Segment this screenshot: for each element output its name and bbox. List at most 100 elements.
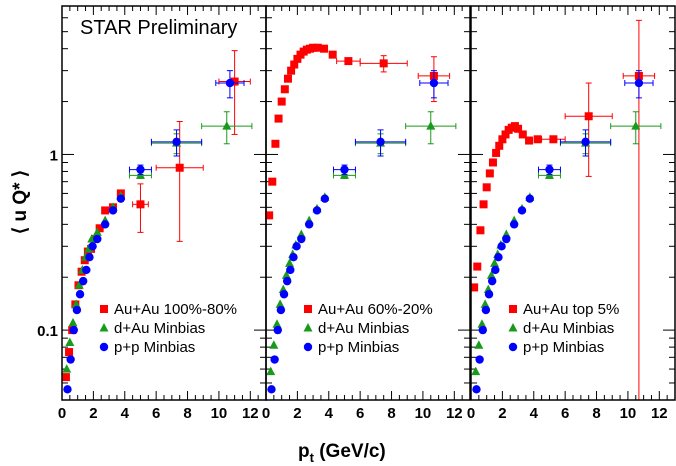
data-point-circle <box>304 220 314 229</box>
data-point-square <box>479 200 488 209</box>
legend-marker-circle <box>99 342 109 352</box>
data-point-triangle <box>269 340 279 349</box>
data-point-circle <box>100 220 110 229</box>
legend-label: d+Au Minbias <box>318 320 409 337</box>
data-point-square <box>549 135 558 144</box>
data-point-circle <box>491 265 500 275</box>
x-tick-label: 8 <box>387 405 395 422</box>
y-axis-label-group: ⟨ u Q* ⟩ <box>10 170 31 234</box>
data-point-triangle <box>275 299 285 308</box>
preliminary-label: STAR Preliminary <box>80 17 237 39</box>
data-point-circle <box>509 220 519 229</box>
data-point-circle <box>267 385 276 394</box>
data-point-circle <box>276 305 286 315</box>
x-tick-label: 0 <box>467 405 475 422</box>
legend: Au+Au 60%-20% d+Au Minbias p+p Minbias <box>303 301 433 356</box>
data-point-triangle <box>477 319 487 328</box>
data-point-square <box>290 60 299 69</box>
x-axis-label-sub: t <box>310 450 315 465</box>
data-point-square <box>473 262 482 271</box>
x-tick-label: 12 <box>446 405 463 422</box>
data-point-square <box>379 59 388 68</box>
data-point-square <box>328 50 337 59</box>
legend-marker-square <box>100 305 108 313</box>
panel-2: 0 2 4 6 8 10 12 Au+Au 60%-20% d+Au Minbias p+p Mi… <box>262 5 471 422</box>
x-tick-label: 0 <box>262 405 270 422</box>
data-point-triangle <box>480 299 490 308</box>
x-tick-label: 2 <box>498 405 506 422</box>
data-point-triangle <box>426 121 436 130</box>
data-point-triangle <box>74 280 84 289</box>
data-point-triangle <box>65 337 75 346</box>
data-point-square <box>525 136 534 145</box>
data-point-triangle <box>490 258 500 267</box>
legend-label: p+p Minbias <box>523 339 604 356</box>
data-point-square <box>136 200 145 209</box>
data-point-circle <box>484 290 494 299</box>
data-point-circle <box>478 325 487 335</box>
data-point-circle <box>525 194 535 203</box>
data-point-circle <box>72 305 82 315</box>
data-point-square <box>65 348 74 357</box>
data-point-triangle <box>281 270 291 279</box>
data-point-triangle <box>68 317 78 327</box>
data-point-square <box>476 226 485 235</box>
data-point-circle <box>502 234 511 244</box>
panel-frame <box>265 5 471 401</box>
data-point-circle <box>497 242 506 251</box>
data-point-circle <box>279 290 289 299</box>
data-point-square <box>518 130 527 139</box>
x-tick-label: 6 <box>152 405 160 422</box>
data-point-circle <box>78 276 88 286</box>
x-tick-label: 12 <box>242 405 259 422</box>
data-point-circle <box>494 253 503 262</box>
series-auau <box>265 43 451 220</box>
data-point-circle <box>320 194 330 203</box>
data-point-square <box>533 135 542 144</box>
legend: Au+Au 100%-80% d+Au Minbias p+p Minbias <box>99 301 237 356</box>
data-point-circle <box>481 305 491 315</box>
panel-3: 0 2 4 6 8 10 12 Au+Au top 5% d+Au Minbias p+p Min… <box>467 5 676 422</box>
data-point-circle <box>63 385 72 394</box>
data-point-circle <box>487 276 497 286</box>
data-point-triangle <box>62 364 72 373</box>
data-point-triangle <box>84 243 94 253</box>
legend-marker-triangle <box>508 323 518 332</box>
legend: Au+Au top 5% d+Au Minbias p+p Minbias <box>508 301 619 356</box>
data-point-circle <box>286 265 295 275</box>
data-point-triangle <box>631 121 641 130</box>
data-point-square <box>274 114 283 123</box>
data-point-square <box>320 44 329 53</box>
data-point-square <box>175 163 184 172</box>
data-point-circle <box>581 137 590 147</box>
data-point-circle <box>270 355 279 364</box>
data-point-circle <box>273 325 282 335</box>
legend-label: p+p Minbias <box>318 339 399 356</box>
y-axis-label: ⟨ u Q* ⟩ <box>10 170 31 234</box>
x-tick-label: 2 <box>293 405 301 422</box>
x-tick-label: 12 <box>651 405 668 422</box>
data-point-circle <box>292 242 301 251</box>
x-tick-label: 0 <box>58 405 66 422</box>
x-tick-label: 10 <box>415 405 432 422</box>
data-point-circle <box>225 78 235 88</box>
data-point-square <box>482 183 491 192</box>
x-axis-label-main: p <box>298 441 310 462</box>
x-tick-label: 4 <box>530 405 539 422</box>
legend-label: d+Au Minbias <box>114 320 205 337</box>
data-point-circle <box>116 194 126 203</box>
data-point-square <box>101 206 110 215</box>
data-point-circle <box>66 355 75 364</box>
x-axis-label: pt (GeV/c) <box>298 441 386 465</box>
legend-label: Au+Au 100%-80% <box>114 301 237 318</box>
x-axis-label-unit: (GeV/c) <box>314 441 386 462</box>
data-point-circle <box>429 78 439 88</box>
data-point-circle <box>376 137 385 147</box>
x-tick-label: 8 <box>183 405 191 422</box>
data-point-circle <box>472 385 481 394</box>
x-tick-label: 6 <box>561 405 569 422</box>
x-tick-label: 2 <box>89 405 97 422</box>
data-point-triangle <box>486 270 496 279</box>
data-point-square <box>277 97 286 106</box>
